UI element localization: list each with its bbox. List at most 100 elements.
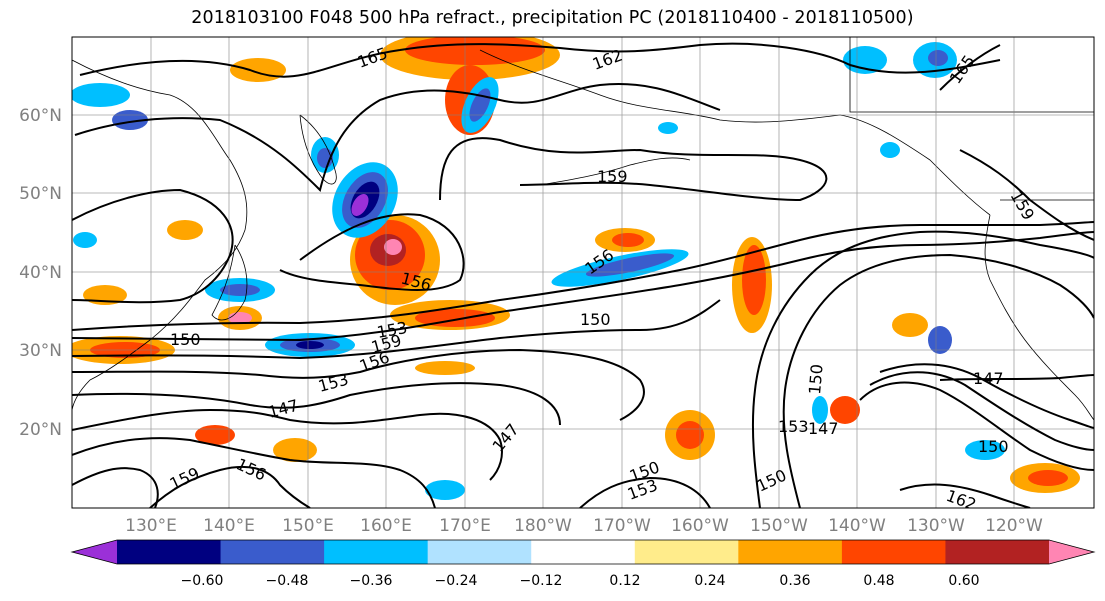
shade-region: [73, 232, 97, 248]
lat-tick-label: 60°N: [19, 106, 62, 126]
colorbar-tick-label: 0.60: [948, 573, 979, 589]
colorbar-tick-label: 0.24: [694, 573, 725, 589]
contour-line: [751, 230, 1094, 508]
contour-label: 150: [978, 437, 1009, 456]
lon-tick-label: 140°W: [828, 516, 886, 536]
colorbar-segment: [117, 540, 222, 564]
colorbar-segment: [324, 540, 429, 564]
shade-region: [220, 284, 260, 296]
lon-tick-label: 150°W: [750, 516, 808, 536]
lat-tick-label: 20°N: [19, 420, 62, 440]
contour-label: 150: [805, 363, 827, 395]
lon-tick-label: 150°E: [282, 516, 334, 536]
lon-tick-label: 160°W: [671, 516, 729, 536]
contour-line: [72, 437, 436, 508]
colorbar-segment: [220, 540, 325, 564]
colorbar-tick-label: −0.48: [266, 573, 309, 589]
boundary-canada: [849, 37, 1094, 113]
colorbar-tick-label: −0.60: [181, 573, 224, 589]
contour-label: 150: [170, 330, 201, 349]
lon-tick-label: 120°W: [985, 516, 1043, 536]
contour-label: 150: [754, 465, 790, 495]
contour-line: [79, 42, 1001, 78]
lon-tick-label: 130°W: [907, 516, 965, 536]
contour-line: [72, 408, 503, 481]
colorbar-segment: [1049, 540, 1094, 564]
contour-label: 159: [167, 463, 203, 493]
colorbar-segment: [531, 540, 636, 564]
contour-label: 150: [580, 310, 611, 329]
colorbar-tick-labels: −0.60 −0.48 −0.36 −0.24 −0.12 0.12 0.24 …: [181, 573, 980, 589]
shade-region: [1028, 470, 1068, 486]
contour-line: [72, 221, 1094, 331]
shade-region: [928, 50, 948, 66]
contour-label: 147: [266, 396, 300, 422]
coastline-aleutians: [539, 157, 691, 186]
colorbar-segment: [427, 540, 532, 564]
shade-region: [892, 313, 928, 337]
shade-region: [928, 326, 952, 354]
colorbar-segment: [945, 540, 1050, 564]
map-frame: [71, 36, 1095, 509]
shade-region: [296, 341, 324, 349]
lon-tick-label: 140°E: [203, 516, 255, 536]
contour-line: [72, 467, 159, 508]
lon-tick-label: 160°E: [360, 516, 412, 536]
lon-tick-label: 180°W: [514, 516, 572, 536]
plot-area: 165 162 165 159 159 156 156 150 153 159 …: [72, 37, 1094, 508]
contour-line: [439, 137, 828, 202]
shade-region: [658, 122, 678, 134]
shade-region: [405, 37, 545, 65]
contour-label: 156: [233, 454, 269, 484]
colorbar-tick-label: 0.12: [609, 573, 640, 589]
lat-tick-label: 50°N: [19, 184, 62, 204]
contour-label: 153: [316, 370, 350, 396]
lon-tick-label: 130°E: [125, 516, 177, 536]
shade-region: [585, 253, 675, 277]
refractivity-contours: [72, 42, 1094, 508]
contour-label: 147: [808, 419, 839, 438]
contour-line: [782, 253, 1094, 508]
contour-label: 165: [355, 43, 390, 71]
lat-tick-labels: 20°N 30°N 40°N 50°N 60°N: [19, 106, 62, 440]
contour-line: [74, 83, 721, 192]
contour-label: 147: [489, 420, 523, 456]
colorbar-tick-label: 0.48: [863, 573, 894, 589]
contour-label: 162: [590, 45, 625, 73]
shade-region: [351, 194, 369, 216]
contour-line: [72, 382, 561, 426]
shade-region: [425, 480, 465, 500]
coastline-northamerica: [984, 214, 1094, 421]
colorbar-tick-label: 0.36: [779, 573, 810, 589]
lon-tick-label: 170°W: [593, 516, 651, 536]
map-title: 2018103100 F048 500 hPa refract., precip…: [191, 8, 914, 28]
shade-region: [72, 83, 130, 107]
lat-tick-label: 40°N: [19, 263, 62, 283]
colorbar: −0.60 −0.48 −0.36 −0.24 −0.12 0.12 0.24 …: [70, 539, 1096, 589]
colorbar-tick-label: −0.12: [520, 573, 563, 589]
contour-line: [149, 465, 311, 508]
contour-label: 156: [357, 347, 392, 375]
contour-line: [279, 213, 465, 291]
colorbar-segment: [738, 540, 843, 564]
colorbar-segment: [841, 540, 946, 564]
shade-region: [415, 361, 475, 375]
shade-region: [273, 438, 317, 462]
lat-tick-label: 30°N: [19, 341, 62, 361]
contour-line: [879, 363, 1094, 429]
shade-region: [830, 396, 860, 424]
shade-region: [965, 440, 1005, 460]
contour-line: [72, 188, 234, 304]
coastline-alaska: [479, 49, 991, 216]
colorbar-tick-label: −0.24: [435, 573, 478, 589]
contour-line: [579, 476, 711, 508]
shade-region: [612, 233, 644, 247]
colorbar-segments: [72, 540, 1094, 564]
shade-region: [676, 421, 704, 449]
lon-tick-labels: 130°E 140°E 150°E 160°E 170°E 180°W 170°…: [125, 516, 1043, 536]
contour-label: 159: [597, 167, 628, 186]
contour-line: [939, 44, 1094, 241]
contour-line: [72, 348, 645, 421]
shade-region: [812, 396, 828, 424]
